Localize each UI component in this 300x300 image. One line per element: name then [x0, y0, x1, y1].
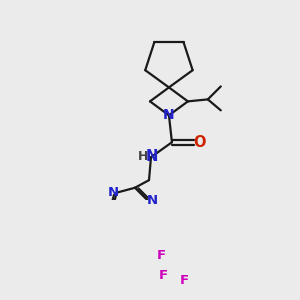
Text: F: F	[180, 274, 189, 286]
Text: O: O	[193, 135, 206, 150]
Text: N: N	[163, 108, 175, 122]
Text: N: N	[146, 148, 158, 164]
Text: N: N	[146, 194, 158, 207]
Text: F: F	[159, 268, 168, 282]
Text: N: N	[107, 186, 118, 199]
Text: H: H	[138, 149, 148, 163]
Text: F: F	[156, 249, 165, 262]
